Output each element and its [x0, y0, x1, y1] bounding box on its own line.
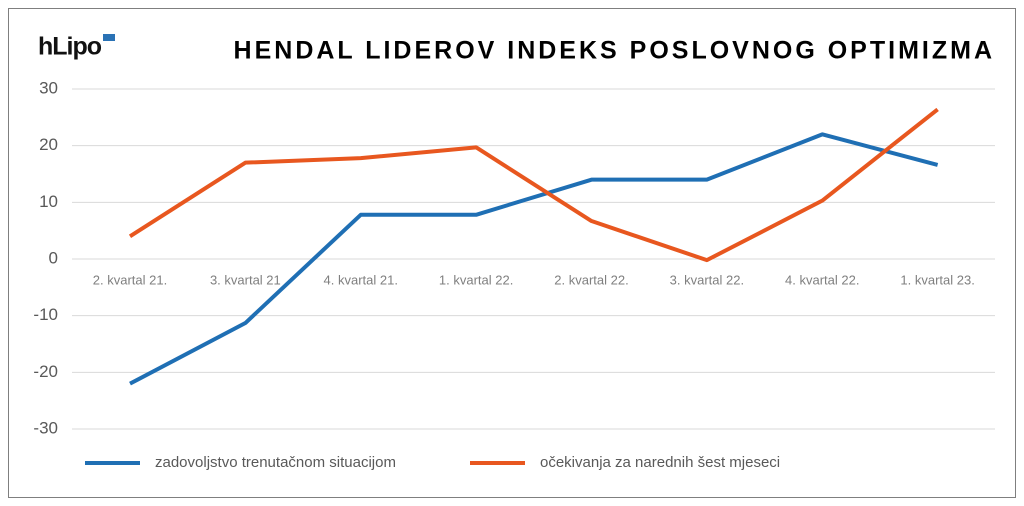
x-tick-label: 3. kvartal 21	[210, 272, 281, 287]
x-tick-label: 4. kvartal 22.	[785, 272, 859, 287]
y-tick-label: -30	[33, 418, 58, 437]
logo-icon	[103, 34, 115, 41]
frame	[8, 8, 1016, 498]
logo: hLipo	[38, 33, 102, 61]
y-tick-label: 10	[39, 192, 58, 211]
y-tick-label: 0	[49, 248, 58, 267]
x-tick-label: 2. kvartal 22.	[554, 272, 628, 287]
x-tick-label: 4. kvartal 21.	[324, 272, 398, 287]
x-tick-label: 1. kvartal 22.	[439, 272, 513, 287]
y-tick-label: 20	[39, 135, 58, 154]
chart-title: HENDAL LIDEROV INDEKS POSLOVNOG OPTIMIZM…	[234, 37, 995, 65]
line-series	[129, 132, 939, 386]
x-tick-label: 3. kvartal 22.	[670, 272, 744, 287]
legend-label: zadovoljstvo trenutačnom situacijom	[155, 454, 396, 471]
x-tick-label: 2. kvartal 21.	[93, 272, 167, 287]
y-tick-label: -10	[33, 305, 58, 324]
y-tick-label: 30	[39, 78, 58, 97]
x-tick-label: 1. kvartal 23.	[900, 272, 974, 287]
legend-label: očekivanja za narednih šest mjeseci	[540, 454, 780, 471]
y-tick-label: -20	[33, 362, 58, 381]
line-series	[128, 107, 939, 263]
